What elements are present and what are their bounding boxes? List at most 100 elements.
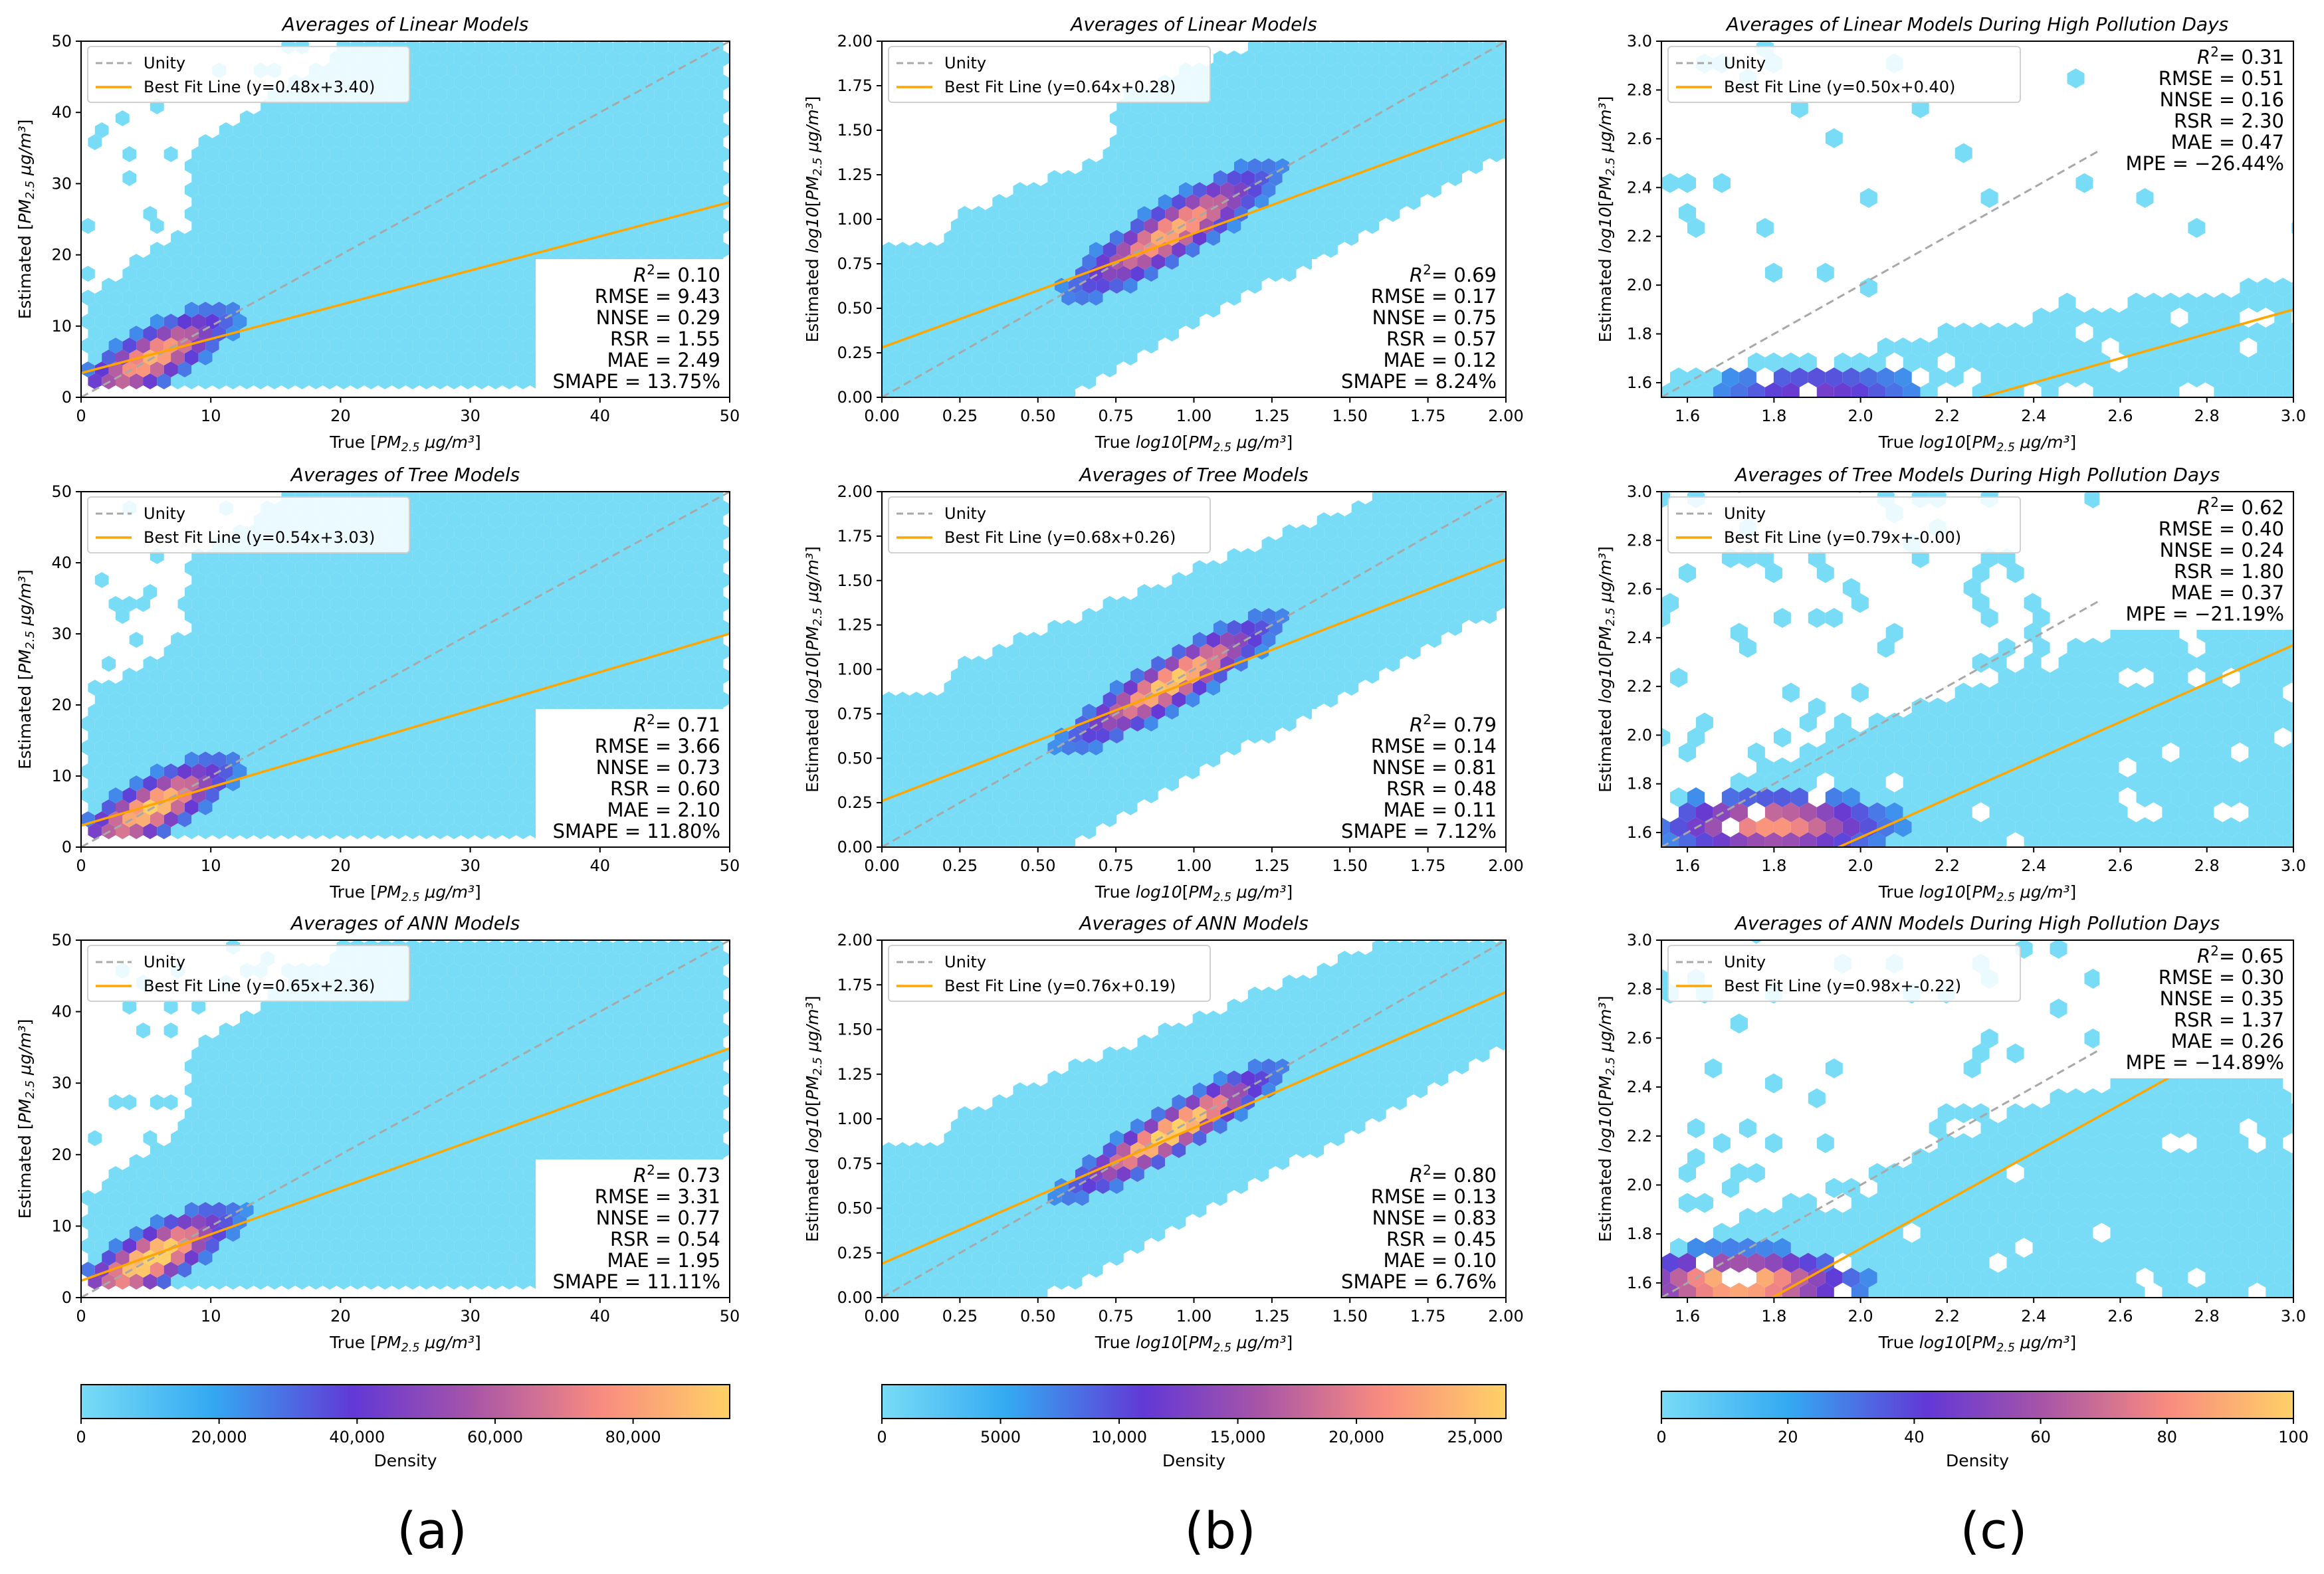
x-tick-label: 1.25 — [1254, 1307, 1289, 1326]
stats-box — [1312, 259, 1506, 397]
best-fit-line — [81, 1047, 730, 1282]
axes-frame — [80, 41, 730, 398]
stat-4: MAE = 0.37 — [2171, 581, 2285, 604]
stat-1: RMSE = 3.31 — [595, 1185, 720, 1208]
x-tick-label: 20 — [330, 1307, 351, 1326]
stat-3: RSR = 0.60 — [610, 777, 720, 800]
stat-0: R2= 0.65 — [2197, 943, 2284, 967]
legend-box — [1667, 496, 2021, 553]
legend-box — [888, 46, 1211, 103]
axes-frame — [1661, 939, 2294, 1298]
stat-1: RMSE = 0.13 — [1371, 1185, 1497, 1208]
stat-5: MPE = −21.19% — [2126, 603, 2284, 625]
colorbar-tick-label: 0 — [76, 1428, 86, 1446]
y-tick-label: 2.00 — [837, 482, 873, 501]
stat-2: NNSE = 0.77 — [596, 1207, 720, 1229]
y-tick-label: 50 — [51, 482, 72, 501]
x-axis-label: True log10[PM2.5 μg/m³] — [1878, 882, 2077, 904]
x-tick-label: 0.75 — [1098, 407, 1133, 425]
panel-title: Averages of Linear Models — [281, 13, 529, 35]
unity-line — [882, 940, 1506, 1298]
y-tick-label: 2.0 — [1627, 276, 1652, 294]
x-tick-label: 0.75 — [1098, 1307, 1133, 1326]
y-axis-label: Estimated [PM2.5 μg/m³] — [15, 569, 37, 769]
stat-1: RMSE = 0.40 — [2159, 518, 2284, 540]
y-tick-label: 10 — [51, 317, 72, 336]
axes-frame — [80, 939, 730, 1298]
legend-unity-label: Unity — [944, 54, 986, 72]
y-tick-label: 3.0 — [1627, 482, 1652, 501]
y-tick-label: 2.0 — [1627, 1175, 1652, 1194]
stat-4: MAE = 2.49 — [607, 349, 721, 371]
y-tick-label: 1.00 — [837, 210, 873, 229]
y-tick-label: 50 — [51, 931, 72, 949]
unity-line — [81, 492, 730, 847]
colorbar-tick-label: 20,000 — [1328, 1428, 1384, 1446]
y-tick-label: 10 — [51, 767, 72, 785]
unity-line — [1661, 593, 2113, 847]
x-tick-label: 20 — [330, 407, 351, 425]
legend-fit-label: Best Fit Line (y=0.48x+3.40) — [144, 78, 375, 96]
x-tick-label: 20 — [330, 856, 351, 875]
x-tick-label: 2.2 — [1935, 856, 1960, 875]
panel-title: Averages of Tree Models — [290, 464, 520, 486]
y-tick-label: 40 — [51, 103, 72, 122]
x-tick-label: 2.6 — [2107, 1307, 2133, 1326]
legend-fit-label: Best Fit Line (y=0.76x+0.19) — [944, 977, 1176, 995]
y-tick-label: 2.6 — [1627, 130, 1652, 148]
colorbar-2: 0 20 40 60 80 100 Density — [1656, 1391, 2309, 1470]
stat-4: MAE = 0.11 — [1384, 799, 1497, 821]
legend-box — [87, 496, 410, 553]
colorbar-tick-label: 80,000 — [605, 1428, 661, 1446]
panel-title: Averages of ANN Models — [1078, 912, 1309, 934]
y-tick-label: 1.75 — [837, 76, 873, 95]
x-tick-label: 10 — [201, 1307, 221, 1326]
y-tick-label: 0 — [62, 388, 72, 407]
stat-2: NNSE = 0.35 — [2160, 987, 2284, 1010]
x-tick-label: 0.00 — [864, 856, 899, 875]
hexbin-layer — [882, 492, 1506, 847]
x-tick-label: 2.6 — [2107, 407, 2133, 425]
colorbar-label: Density — [1946, 1451, 2009, 1470]
stat-3: RSR = 1.37 — [2174, 1009, 2284, 1031]
y-tick-label: 2.00 — [837, 32, 873, 50]
hexbin-layer — [81, 492, 730, 839]
y-tick-label: 1.6 — [1627, 373, 1652, 392]
colorbar-tick-label: 40,000 — [329, 1428, 385, 1446]
legend-unity-label: Unity — [1724, 54, 1766, 72]
y-tick-label: 0.75 — [837, 704, 873, 723]
panel-title: Averages of ANN Models — [290, 912, 520, 934]
colorbar-tick-label: 25,000 — [1447, 1428, 1503, 1446]
y-tick-label: 1.8 — [1627, 1225, 1652, 1243]
x-tick-label: 2.00 — [1488, 1307, 1523, 1326]
colorbar-tick-label: 5000 — [980, 1428, 1021, 1446]
legend-unity-label: Unity — [144, 54, 185, 72]
legend-fit-label: Best Fit Line (y=0.65x+2.36) — [144, 977, 375, 995]
stat-1: RMSE = 0.51 — [2159, 67, 2284, 90]
x-tick-label: 2.2 — [1935, 407, 1960, 425]
best-fit-line — [882, 558, 1506, 803]
panel-title: Averages of ANN Models During High Pollu… — [1734, 912, 2220, 934]
stat-0: R2= 0.73 — [633, 1162, 720, 1187]
y-tick-label: 1.8 — [1627, 325, 1652, 344]
best-fit-line — [81, 201, 730, 375]
stat-5: SMAPE = 8.24% — [1341, 370, 1497, 393]
colorbar-tick-label: 20,000 — [191, 1428, 247, 1446]
colorbar-1: 0 5000 10,000 15,000 20,000 25,000 Density — [877, 1384, 1507, 1470]
x-axis-label: True log10[PM2.5 μg/m³] — [1878, 1333, 2077, 1355]
x-tick-label: 30 — [460, 856, 480, 875]
stat-4: MAE = 2.10 — [607, 799, 721, 821]
y-tick-label: 1.25 — [837, 165, 873, 184]
axes-frame — [80, 491, 730, 848]
legend-fit-label: Best Fit Line (y=0.98x+-0.22) — [1724, 977, 1961, 995]
colorbar-tick-label: 20 — [1778, 1428, 1798, 1446]
legend-box — [1667, 945, 2021, 1002]
y-tick-label: 1.6 — [1627, 823, 1652, 842]
x-axis-label: True log10[PM2.5 μg/m³] — [1878, 433, 2077, 454]
stat-5: SMAPE = 11.11% — [553, 1270, 720, 1293]
unity-line — [1661, 1042, 2113, 1298]
